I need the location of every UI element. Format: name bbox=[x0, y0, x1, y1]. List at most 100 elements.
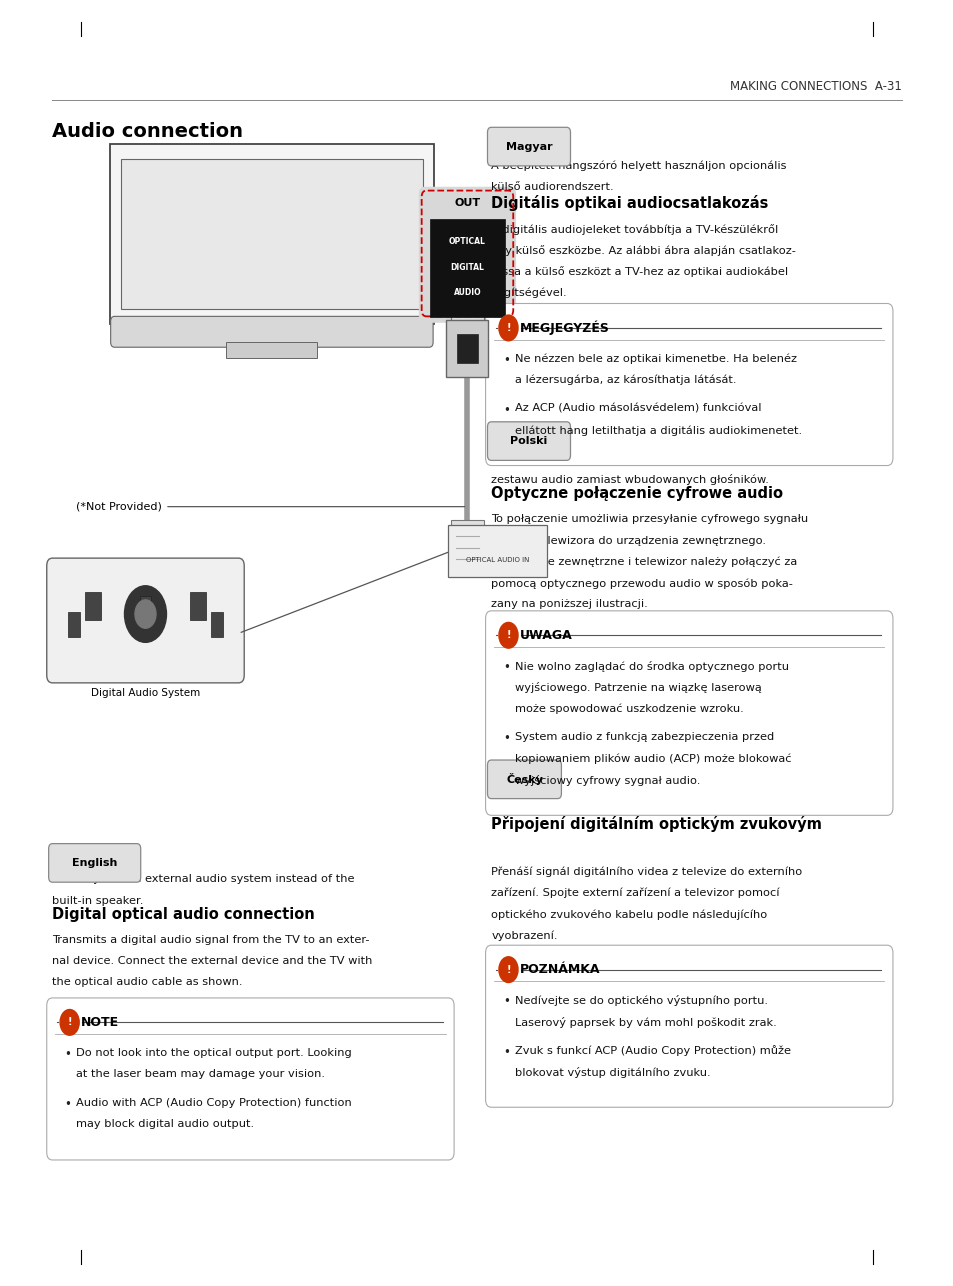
Text: Zvuk s funkcí ACP (Audio Copy Protection) může: Zvuk s funkcí ACP (Audio Copy Protection… bbox=[515, 1046, 790, 1056]
Text: kabelem: kabelem bbox=[491, 1060, 561, 1074]
Text: tassa a külső eszközt a TV-hez az optikai audiokábel: tassa a külső eszközt a TV-hez az optika… bbox=[491, 266, 787, 278]
Text: the optical audio cable as shown.: the optical audio cable as shown. bbox=[52, 977, 243, 988]
Text: •: • bbox=[502, 404, 509, 417]
Text: System audio z funkcją zabezpieczenia przed: System audio z funkcją zabezpieczenia pr… bbox=[515, 732, 774, 742]
Text: OPTICAL AUDIO IN: OPTICAL AUDIO IN bbox=[465, 557, 529, 563]
FancyBboxPatch shape bbox=[110, 144, 434, 324]
Text: Urządzenie zewnętrzne i telewizor należy połączyć za: Urządzenie zewnętrzne i telewizor należy… bbox=[491, 557, 797, 567]
FancyBboxPatch shape bbox=[190, 592, 205, 620]
Text: Do not look into the optical output port. Looking: Do not look into the optical output port… bbox=[76, 1048, 352, 1058]
Circle shape bbox=[60, 1010, 79, 1035]
Text: egy külső eszközbe. Az alábbi ábra alapján csatlakoz-: egy külső eszközbe. Az alábbi ábra alapj… bbox=[491, 244, 796, 256]
Text: To połączenie umożliwia przesyłanie cyfrowego sygnału: To połączenie umożliwia przesyłanie cyfr… bbox=[491, 514, 807, 525]
FancyBboxPatch shape bbox=[226, 342, 317, 358]
Text: A digitális audiojeleket továbbítja a TV-készülékről: A digitális audiojeleket továbbítja a TV… bbox=[491, 224, 778, 235]
FancyBboxPatch shape bbox=[49, 844, 141, 882]
Text: •: • bbox=[502, 661, 509, 674]
Text: kopiowaniem plików audio (ACP) może blokować: kopiowaniem plików audio (ACP) może blok… bbox=[515, 754, 791, 764]
Text: Ne nézzen bele az optikai kimenetbe. Ha belenéz: Ne nézzen bele az optikai kimenetbe. Ha … bbox=[515, 354, 797, 364]
Circle shape bbox=[135, 599, 156, 628]
Text: ellátott hang letilthatja a digitális audiokimenetet.: ellátott hang letilthatja a digitális au… bbox=[515, 424, 801, 436]
Text: !: ! bbox=[506, 630, 510, 640]
Text: Az ACP (Audio másolásvédelem) funkcióval: Az ACP (Audio másolásvédelem) funkcióval bbox=[515, 404, 760, 414]
Text: You may use an external audio system instead of the: You may use an external audio system ins… bbox=[52, 874, 355, 885]
Text: !: ! bbox=[506, 964, 510, 975]
Text: Přenáší signál digitálního videa z televize do externího: Přenáší signál digitálního videa z telev… bbox=[491, 867, 801, 877]
Text: •: • bbox=[502, 995, 509, 1008]
FancyBboxPatch shape bbox=[456, 334, 477, 364]
FancyBboxPatch shape bbox=[487, 422, 570, 460]
Text: vyobrazení.: vyobrazení. bbox=[491, 931, 558, 941]
Text: AUDIO: AUDIO bbox=[454, 288, 480, 297]
FancyBboxPatch shape bbox=[111, 316, 433, 347]
Circle shape bbox=[498, 622, 517, 648]
Text: Można korzystać z dodatkowego zewnętrznego: Można korzystać z dodatkowego zewnętrzne… bbox=[491, 453, 759, 463]
Text: Laserový paprsek by vám mohl poškodit zrak.: Laserový paprsek by vám mohl poškodit zr… bbox=[515, 1016, 776, 1028]
Text: Magyar: Magyar bbox=[505, 141, 552, 152]
Circle shape bbox=[498, 315, 517, 341]
FancyBboxPatch shape bbox=[121, 159, 422, 309]
FancyBboxPatch shape bbox=[446, 320, 488, 377]
Text: wyjściowy cyfrowy sygnał audio.: wyjściowy cyfrowy sygnał audio. bbox=[515, 774, 700, 786]
Text: może spowodować uszkodzenie wzroku.: może spowodować uszkodzenie wzroku. bbox=[515, 703, 743, 714]
Text: •: • bbox=[64, 1098, 71, 1111]
FancyBboxPatch shape bbox=[418, 186, 516, 323]
Text: Audio connection: Audio connection bbox=[52, 122, 243, 141]
Text: Nie wolno zaglądać do środka optycznego portu: Nie wolno zaglądać do środka optycznego … bbox=[515, 661, 788, 673]
Text: segítségével.: segítségével. bbox=[491, 288, 566, 298]
Text: •: • bbox=[502, 1046, 509, 1058]
FancyBboxPatch shape bbox=[485, 303, 892, 466]
Text: A beépített hangszóró helyett használjon opcionális: A beépített hangszóró helyett használjon… bbox=[491, 161, 786, 171]
FancyBboxPatch shape bbox=[68, 612, 80, 637]
Text: may block digital audio output.: may block digital audio output. bbox=[76, 1119, 254, 1129]
Text: optického zvukového kabelu podle následujícího: optického zvukového kabelu podle následu… bbox=[491, 909, 767, 919]
Text: DIGITAL: DIGITAL bbox=[450, 262, 484, 271]
Text: volitelný externí zvukový systém.: volitelný externí zvukový systém. bbox=[491, 790, 681, 801]
Text: MAKING CONNECTIONS  A-31: MAKING CONNECTIONS A-31 bbox=[729, 80, 901, 93]
Text: Česky: Česky bbox=[505, 773, 542, 786]
FancyBboxPatch shape bbox=[47, 558, 244, 683]
Text: Polski: Polski bbox=[510, 436, 547, 446]
FancyBboxPatch shape bbox=[487, 760, 560, 799]
FancyBboxPatch shape bbox=[47, 998, 454, 1160]
Text: a lézersugárba, az károsíthatja látását.: a lézersugárba, az károsíthatja látását. bbox=[515, 376, 736, 386]
Text: UWAGA: UWAGA bbox=[519, 629, 572, 642]
Text: Audio with ACP (Audio Copy Protection) function: Audio with ACP (Audio Copy Protection) f… bbox=[76, 1098, 352, 1109]
Text: Optyczne połączenie cyfrowe audio: Optyczne połączenie cyfrowe audio bbox=[491, 486, 782, 502]
Text: blokovat výstup digitálního zvuku.: blokovat výstup digitálního zvuku. bbox=[515, 1067, 710, 1078]
Text: !: ! bbox=[68, 1017, 71, 1028]
FancyBboxPatch shape bbox=[451, 520, 483, 570]
Text: zany na poniższej ilustracji.: zany na poniższej ilustracji. bbox=[491, 599, 647, 610]
Text: nal device. Connect the external device and the TV with: nal device. Connect the external device … bbox=[52, 957, 373, 966]
Text: English: English bbox=[71, 858, 117, 868]
Text: POZNÁMKA: POZNÁMKA bbox=[519, 963, 599, 976]
Text: külső audiorendszert.: külső audiorendszert. bbox=[491, 183, 614, 192]
Text: at the laser beam may damage your vision.: at the laser beam may damage your vision… bbox=[76, 1070, 325, 1079]
Text: (*Not Provided): (*Not Provided) bbox=[76, 502, 464, 512]
FancyBboxPatch shape bbox=[430, 219, 504, 316]
Text: zestawu audio zamiast wbudowanych głośników.: zestawu audio zamiast wbudowanych głośni… bbox=[491, 473, 768, 485]
Text: Digitális optikai audiocsatlakozás: Digitális optikai audiocsatlakozás bbox=[491, 195, 768, 211]
Text: OUT: OUT bbox=[454, 198, 480, 208]
Text: Nedívejte se do optického výstupního portu.: Nedívejte se do optického výstupního por… bbox=[515, 995, 767, 1007]
Text: wyjściowego. Patrzenie na wiązkę laserową: wyjściowego. Patrzenie na wiązkę laserow… bbox=[515, 683, 761, 693]
Text: NOTE: NOTE bbox=[81, 1016, 119, 1029]
FancyBboxPatch shape bbox=[211, 612, 223, 637]
Text: Připojení digitálním optickým zvukovým: Připojení digitálním optickým zvukovým bbox=[491, 815, 821, 832]
FancyBboxPatch shape bbox=[451, 315, 483, 365]
Circle shape bbox=[498, 957, 517, 983]
Circle shape bbox=[124, 585, 166, 642]
Text: •: • bbox=[502, 732, 509, 746]
FancyBboxPatch shape bbox=[448, 525, 546, 577]
Text: MEGJEGYZÉS: MEGJEGYZÉS bbox=[519, 320, 609, 336]
Text: Digital Audio System: Digital Audio System bbox=[91, 688, 200, 698]
FancyBboxPatch shape bbox=[140, 595, 151, 616]
FancyBboxPatch shape bbox=[485, 945, 892, 1107]
FancyBboxPatch shape bbox=[485, 611, 892, 815]
Text: pomocą optycznego przewodu audio w sposób poka-: pomocą optycznego przewodu audio w sposó… bbox=[491, 579, 792, 589]
Text: •: • bbox=[64, 1048, 71, 1061]
FancyBboxPatch shape bbox=[85, 592, 101, 620]
Text: OPTICAL: OPTICAL bbox=[449, 237, 485, 246]
Text: Digital optical audio connection: Digital optical audio connection bbox=[52, 907, 314, 922]
Text: zařízení. Spojte externí zařízení a televizor pomocí: zařízení. Spojte externí zařízení a tele… bbox=[491, 887, 779, 899]
